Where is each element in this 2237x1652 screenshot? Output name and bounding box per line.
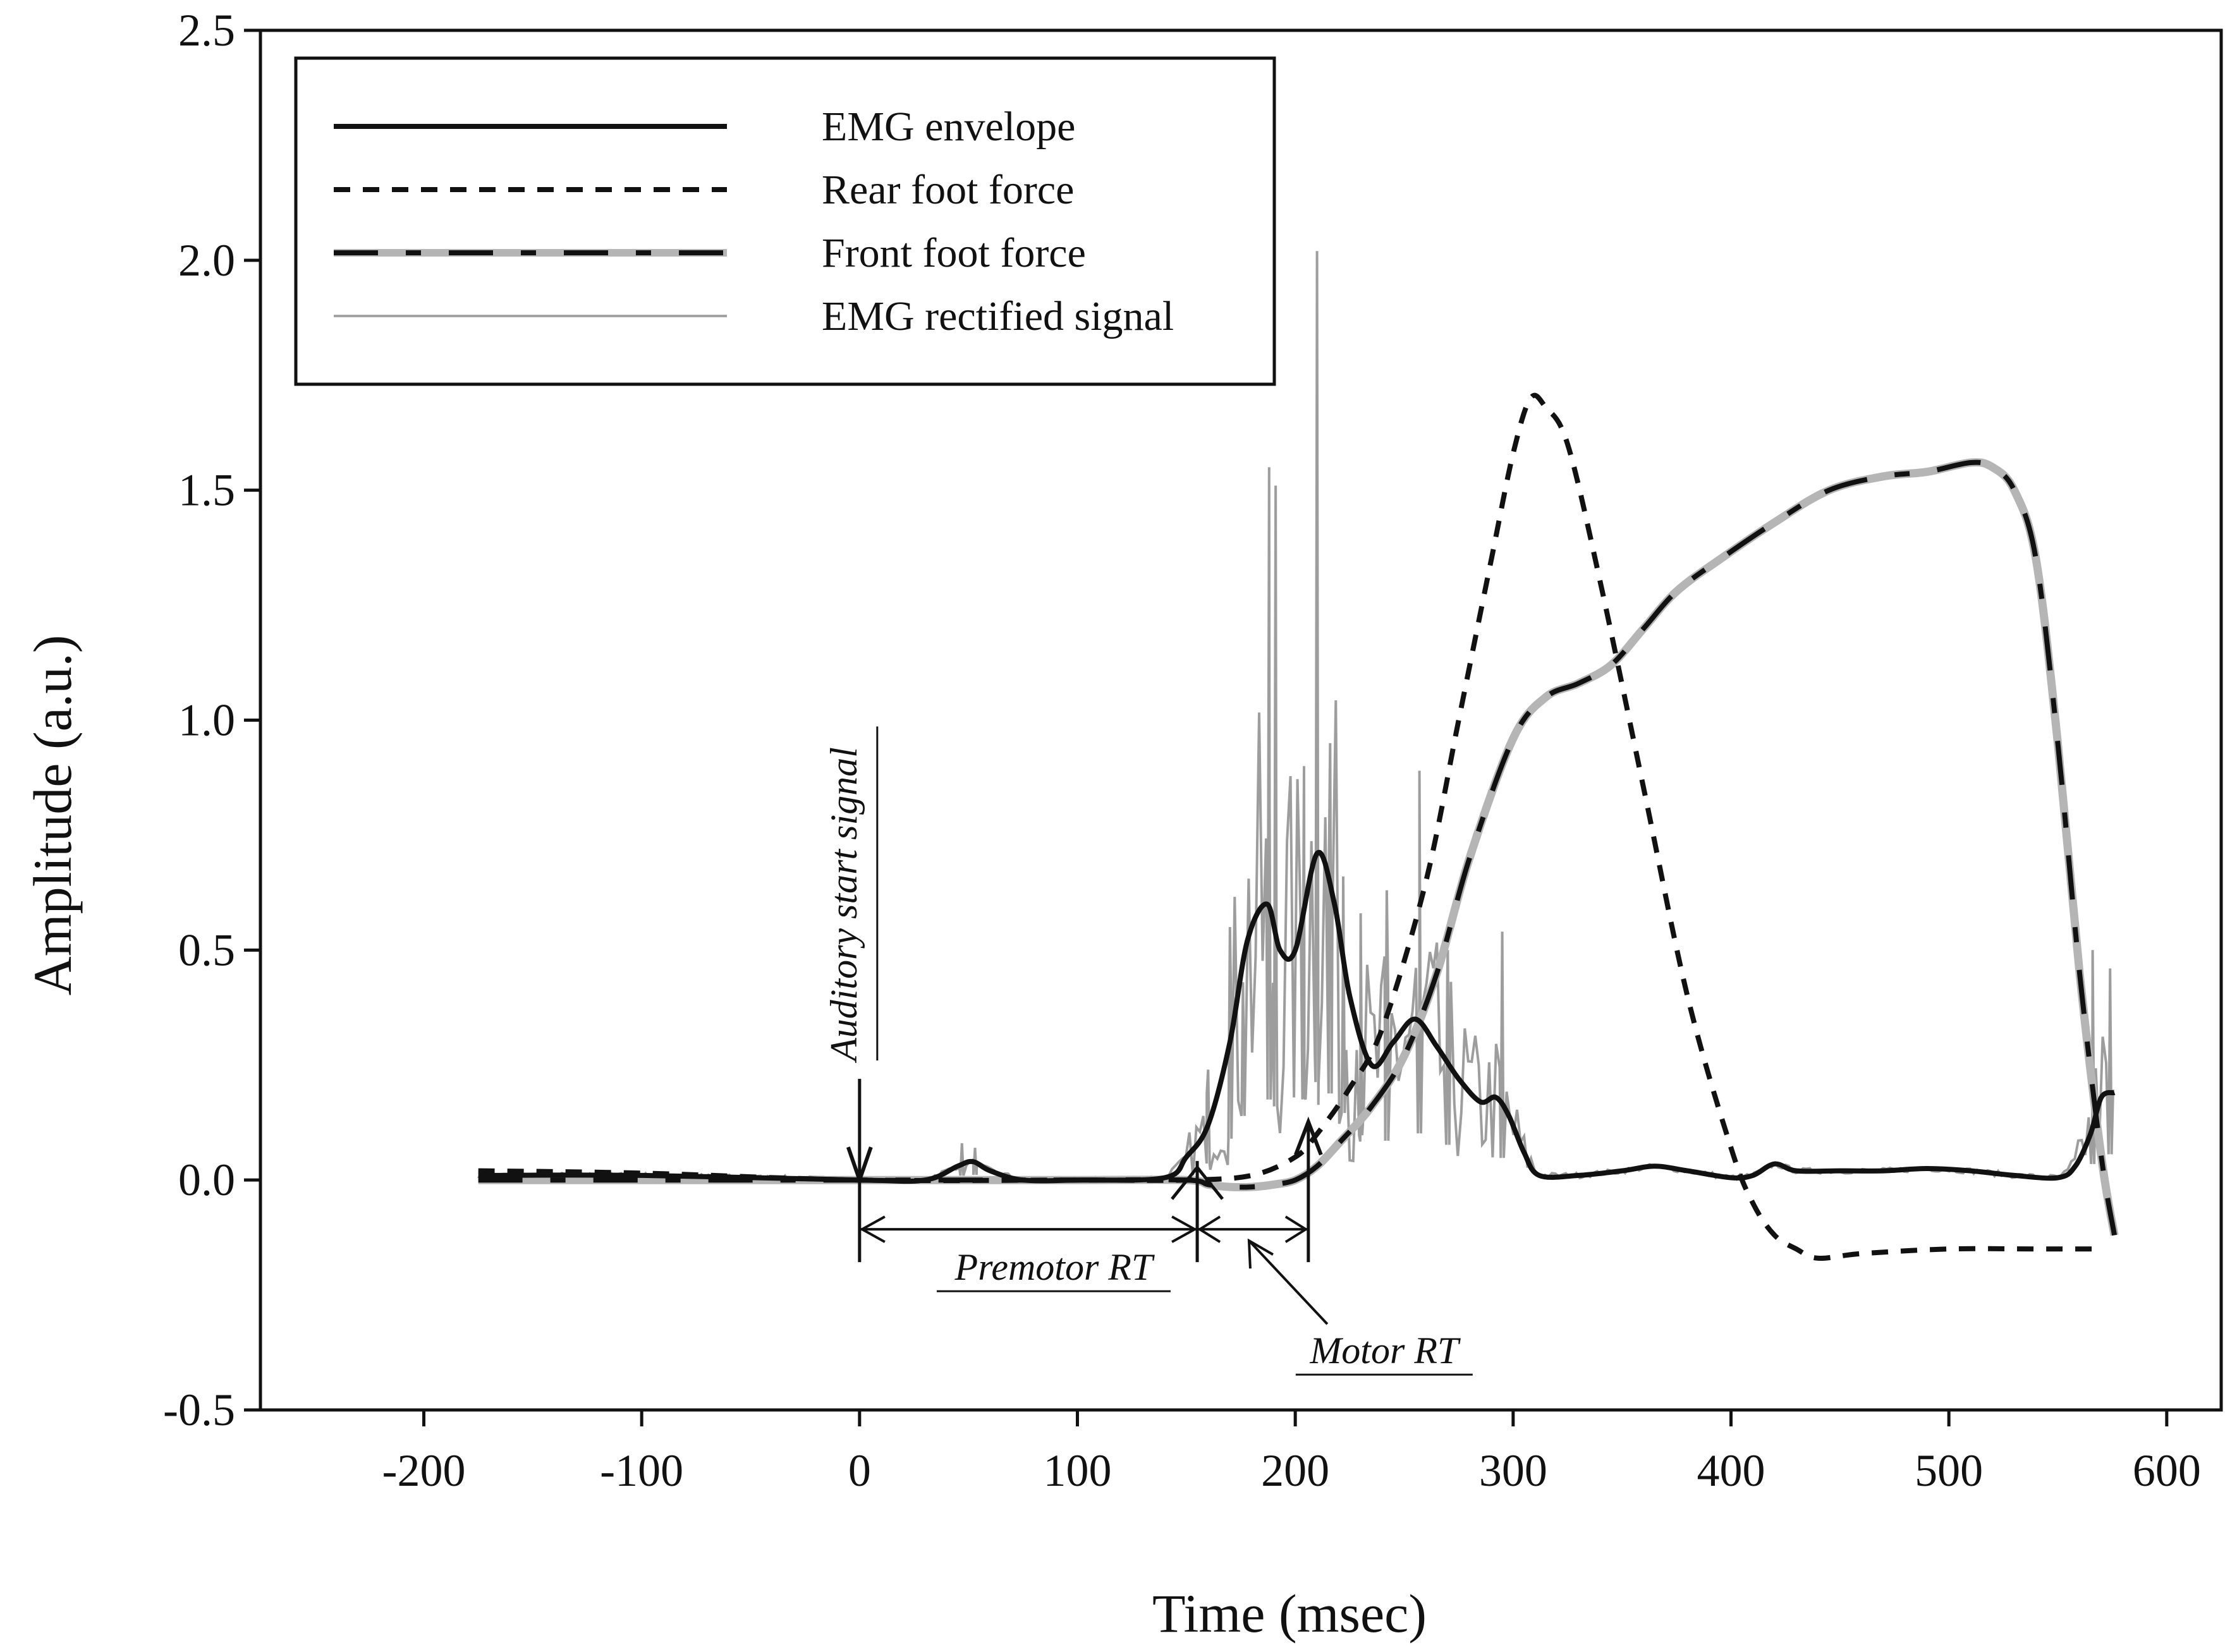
y-axis-title: Amplitude (a.u.) <box>22 635 83 996</box>
legend-label-emg-rectified: EMG rectified signal <box>822 293 1174 339</box>
x-axis: -200 -100 0 100 200 300 400 500 600 <box>382 1410 2201 1496</box>
premotor-span-arrows <box>859 1215 1198 1243</box>
force-onset-arrow-head <box>1294 1116 1323 1156</box>
x-tick-label: 600 <box>2133 1445 2201 1496</box>
x-tick-label: 300 <box>1479 1445 1547 1496</box>
y-tick-label: 1.5 <box>178 465 235 516</box>
x-tick-label: 500 <box>1915 1445 1983 1496</box>
legend-label-emg-envelope: EMG envelope <box>822 104 1075 150</box>
series-emg-rectified-signal <box>477 251 2114 1182</box>
motor-rt-label: Motor RT <box>1309 1330 1461 1371</box>
series-layer <box>477 251 2119 1261</box>
legend-label-front-foot-force: Front foot force <box>822 230 1086 276</box>
x-tick-label: 100 <box>1044 1445 1112 1496</box>
y-tick-label: 0.5 <box>178 925 235 975</box>
premotor-rt-label: Premotor RT <box>954 1246 1155 1288</box>
x-tick-label: 400 <box>1697 1445 1765 1496</box>
y-tick-label: 0.0 <box>178 1155 235 1205</box>
motor-span-arrows <box>1197 1215 1308 1243</box>
x-tick-label: -100 <box>600 1445 683 1496</box>
legend-label-rear-foot-force: Rear foot force <box>822 167 1074 213</box>
annotation-layer: Auditory start signal Premotor RT Motor RT <box>823 726 1473 1376</box>
x-tick-label: 0 <box>848 1445 871 1496</box>
motor-pointer-line <box>1248 1239 1329 1325</box>
auditory-arrow-head <box>846 1146 873 1186</box>
y-axis: -0.5 0.0 0.5 1.0 1.5 2.0 2.5 <box>163 5 260 1435</box>
x-tick-label: 200 <box>1261 1445 1329 1496</box>
y-tick-label: 2.0 <box>178 235 235 286</box>
y-tick-label: -0.5 <box>163 1385 235 1435</box>
x-tick-label: -200 <box>382 1445 466 1496</box>
y-tick-label: 1.0 <box>178 695 235 746</box>
x-axis-title: Time (msec) <box>1152 1583 1427 1644</box>
legend-box <box>294 56 1276 386</box>
series-emg-envelope <box>478 849 2116 1184</box>
emg-onset-arrow-head <box>1171 1165 1224 1200</box>
legend: EMG envelope Rear foot force Front foot … <box>294 56 1276 386</box>
y-tick-label: 2.5 <box>178 5 235 56</box>
auditory-start-label: Auditory start signal <box>823 747 865 1064</box>
motor-pointer-arrow-head <box>1247 1238 1274 1269</box>
